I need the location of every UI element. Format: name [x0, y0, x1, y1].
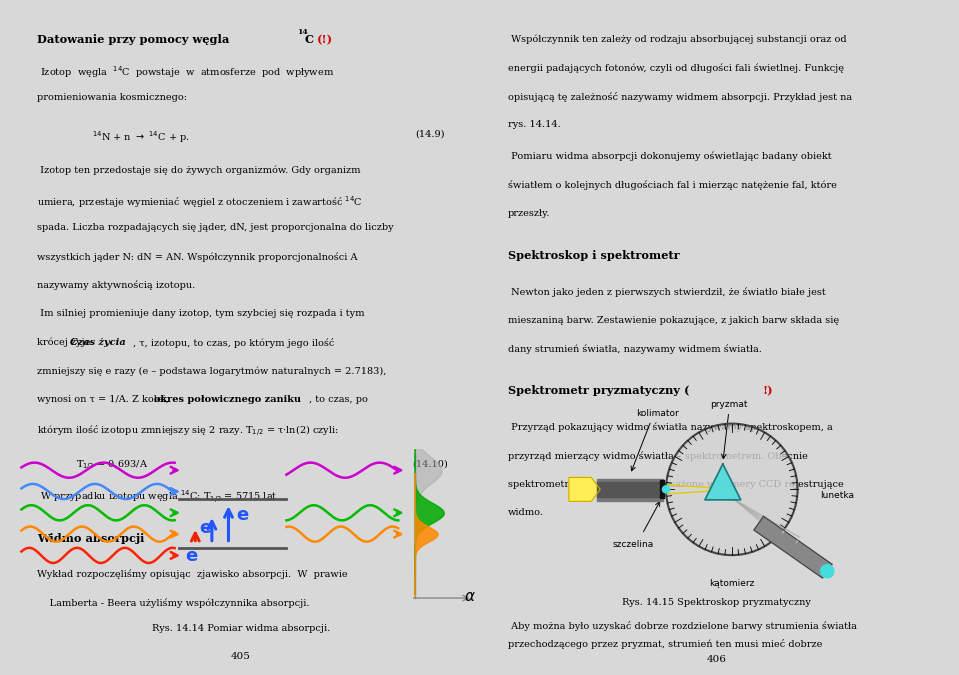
Text: kolimator: kolimator — [636, 408, 678, 418]
Text: Datowanie przy pomocy węgla: Datowanie przy pomocy węgla — [36, 34, 233, 45]
Text: lunetka: lunetka — [820, 491, 854, 500]
Text: (14.10): (14.10) — [412, 459, 449, 468]
Text: energii padających fotonów, czyli od długości fali świetlnej. Funkcję: energii padających fotonów, czyli od dłu… — [508, 63, 844, 73]
Bar — [597, 482, 663, 497]
Text: którym ilość izotopu zmniejszy się 2 razy. T$_{1/2}$ = τ·ln(2) czyli:: którym ilość izotopu zmniejszy się 2 raz… — [36, 424, 339, 439]
Text: Im silniej promieniuje dany izotop, tym szybciej się rozpada i tym: Im silniej promieniuje dany izotop, tym … — [36, 309, 364, 318]
Text: szczelina: szczelina — [613, 540, 654, 549]
Text: e: e — [199, 518, 212, 537]
Text: Współczynnik ten zależy od rodzaju absorbującej substancji oraz od: Współczynnik ten zależy od rodzaju absor… — [508, 34, 847, 44]
Text: 405: 405 — [231, 653, 250, 662]
Text: Spektroskop i spektrometr: Spektroskop i spektrometr — [508, 250, 679, 261]
Circle shape — [821, 564, 834, 578]
Circle shape — [671, 429, 792, 550]
Text: Aby można było uzyskać dobrze rozdzielone barwy strumienia światła: Aby można było uzyskać dobrze rozdzielon… — [508, 621, 856, 630]
Circle shape — [667, 424, 798, 555]
Text: Newton jako jeden z pierwszych stwierdził, że światło białe jest: Newton jako jeden z pierwszych stwierdzi… — [508, 287, 826, 297]
Circle shape — [663, 486, 669, 493]
Text: rys. 14.14.: rys. 14.14. — [508, 120, 561, 130]
Text: Czas życia: Czas życia — [70, 338, 126, 347]
Text: W przypadku izotopu węgla $^{14}$C: T$_{1/2}$ = 5715 lat: W przypadku izotopu węgla $^{14}$C: T$_{… — [36, 488, 277, 505]
Text: światłem o kolejnych długościach fal i mierząc natężenie fal, które: światłem o kolejnych długościach fal i m… — [508, 180, 836, 190]
Text: krócej żyje.: krócej żyje. — [36, 338, 97, 348]
Text: (!): (!) — [317, 34, 334, 45]
Text: Izotop  węgla  $^{14}$C  powstaje  w  atmosferze  pod  wpływem: Izotop węgla $^{14}$C powstaje w atmosfe… — [36, 64, 334, 80]
Text: Pomiaru widma absorpcji dokonujemy oświetlając badany obiekt: Pomiaru widma absorpcji dokonujemy oświe… — [508, 152, 831, 161]
Text: Spektrometr pryzmatyczny (: Spektrometr pryzmatyczny ( — [508, 385, 690, 396]
Text: Izotop ten przedostaje się do żywych organizmów. Gdy organizm: Izotop ten przedostaje się do żywych org… — [36, 166, 361, 176]
Text: wszystkich jąder N: dN = AN. Współczynnik proporcjonalności A: wszystkich jąder N: dN = AN. Współczynni… — [36, 252, 357, 262]
Text: spada. Liczba rozpadających się jąder, dN, jest proporcjonalna do liczby: spada. Liczba rozpadających się jąder, d… — [36, 223, 393, 232]
Text: umiera, przestaje wymieniać węgiel z otoczeniem i zawartość $^{14}$C: umiera, przestaje wymieniać węgiel z oto… — [36, 194, 363, 211]
Text: Lamberta - Beera użyliśmy współczynnika absorpcji.: Lamberta - Beera użyliśmy współczynnika … — [36, 598, 309, 608]
Text: Rys. 14.14 Pomiar widma absorpcji.: Rys. 14.14 Pomiar widma absorpcji. — [152, 624, 330, 633]
Text: Rys. 14.15 Spektroskop pryzmatyczny: Rys. 14.15 Spektroskop pryzmatyczny — [622, 598, 810, 607]
Text: opisującą tę zależność nazywamy widmem absorpcji. Przykład jest na: opisującą tę zależność nazywamy widmem a… — [508, 92, 852, 102]
Text: przeszły.: przeszły. — [508, 209, 550, 218]
Text: C: C — [305, 34, 317, 45]
Bar — [660, 480, 664, 498]
Text: Wykład rozpoczęliśmy opisując  zjawisko absorpcji.  W  prawie: Wykład rozpoczęliśmy opisując zjawisko a… — [36, 570, 347, 579]
Text: 406: 406 — [707, 655, 726, 664]
Text: promieniowania kosmicznego:: promieniowania kosmicznego: — [36, 92, 187, 102]
Text: okres połowicznego zaniku: okres połowicznego zaniku — [153, 395, 300, 404]
Text: α: α — [464, 589, 475, 603]
Text: wynosi on τ = 1/A. Z kolei,: wynosi on τ = 1/A. Z kolei, — [36, 395, 172, 404]
Text: mieszaniną barw. Zestawienie pokazujące, z jakich barw składa się: mieszaniną barw. Zestawienie pokazujące,… — [508, 316, 839, 325]
Text: e: e — [237, 506, 249, 524]
Text: !): !) — [762, 385, 773, 396]
Bar — [597, 479, 663, 502]
Polygon shape — [705, 464, 740, 500]
Text: $^{14}$N + n $\rightarrow$ $^{14}$C + p.: $^{14}$N + n $\rightarrow$ $^{14}$C + p. — [92, 130, 190, 145]
Text: T$_{1/2}$ = 0,693/A: T$_{1/2}$ = 0,693/A — [76, 459, 148, 473]
Text: pryzmat: pryzmat — [710, 400, 748, 408]
Text: spektrometry są zazwyczaj wyposażone w kamery CCD rejestrujące: spektrometry są zazwyczaj wyposażone w k… — [508, 480, 844, 489]
Text: Widmo absorpcji: Widmo absorpcji — [36, 533, 144, 544]
Text: przechodzącego przez pryzmat, strumień ten musi mieć dobrze: przechodzącego przez pryzmat, strumień t… — [508, 639, 822, 649]
Text: kątomierz: kątomierz — [709, 579, 755, 588]
Text: przyrząd mierzący widmo światła – spektrometrem. Obecnie: przyrząd mierzący widmo światła – spektr… — [508, 451, 807, 461]
Text: widmo.: widmo. — [508, 508, 544, 518]
Text: , τ, izotopu, to czas, po którym jego ilość: , τ, izotopu, to czas, po którym jego il… — [133, 338, 335, 348]
Text: (14.9): (14.9) — [415, 130, 444, 138]
Text: 14: 14 — [296, 28, 308, 36]
Text: e: e — [185, 547, 198, 565]
Text: zmniejszy się e razy (e – podstawa logarytmów naturalnych = 2.7183),: zmniejszy się e razy (e – podstawa logar… — [36, 367, 386, 376]
Text: nazywamy aktywnością izotopu.: nazywamy aktywnością izotopu. — [36, 281, 195, 290]
Text: Przyrząd pokazujący widmo światła nazywamy spektroskopem, a: Przyrząd pokazujący widmo światła nazywa… — [508, 423, 832, 432]
Polygon shape — [754, 516, 832, 578]
Text: dany strumień światła, nazywamy widmem światła.: dany strumień światła, nazywamy widmem ś… — [508, 344, 761, 354]
Polygon shape — [569, 477, 600, 502]
Text: , to czas, po: , to czas, po — [310, 395, 368, 404]
